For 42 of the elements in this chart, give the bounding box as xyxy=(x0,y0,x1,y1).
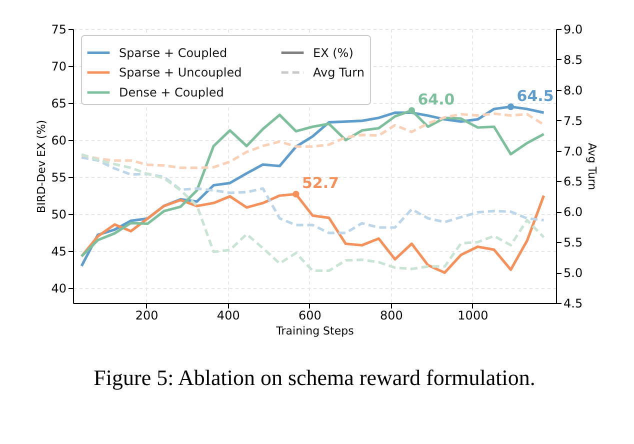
x-tick-label: 200 xyxy=(135,308,158,322)
x-axis-title: Training Steps xyxy=(275,324,354,338)
y2-tick-label: 9.0 xyxy=(564,22,583,36)
legend-label: Dense + Coupled xyxy=(119,86,224,100)
annotation: 52.7 xyxy=(302,174,339,192)
caption: Figure 5: Ablation on schema reward formulation. xyxy=(94,365,536,390)
annotation: 64.5 xyxy=(516,86,554,105)
y2-tick-label: 7.0 xyxy=(564,144,583,158)
y2-tick-label: 7.5 xyxy=(564,114,583,128)
x-tick-label: 800 xyxy=(380,308,403,322)
y-tick-label: 50 xyxy=(51,208,66,222)
legend-label: Avg Turn xyxy=(313,66,364,80)
x-tick-label: 1000 xyxy=(458,308,488,322)
legend-label: EX (%) xyxy=(313,46,354,60)
y-tick-label: 55 xyxy=(51,170,66,185)
line-series xyxy=(80,156,546,234)
y2-tick-label: 5.5 xyxy=(564,236,583,250)
point xyxy=(507,103,514,110)
y2-tick-label: 8.5 xyxy=(564,52,583,67)
y-axis-title: BIRD-Dev EX (%) xyxy=(35,120,48,214)
line-series xyxy=(80,153,546,272)
y2-tick-label: 6.0 xyxy=(564,205,583,220)
x-tick-label: 400 xyxy=(216,308,240,322)
line-series xyxy=(80,112,546,170)
legend-label: Sparse + Uncoupled xyxy=(119,66,242,80)
line-series xyxy=(80,190,546,274)
y2-tick-label: 8.0 xyxy=(564,83,583,98)
y-tick-label: 65 xyxy=(51,96,66,111)
y-tick-label: 40 xyxy=(51,282,66,296)
legend-label: Sparse + Coupled xyxy=(119,46,228,60)
y-tick-label: 70 xyxy=(51,60,66,74)
annotation: 64.0 xyxy=(418,90,455,108)
y2-tick-label: 4.5 xyxy=(564,296,583,310)
point xyxy=(408,107,416,114)
y-tick-label: 60 xyxy=(51,134,66,148)
y2-tick-label: 6.5 xyxy=(564,174,583,189)
x-tick-label: 600 xyxy=(298,308,322,322)
point xyxy=(292,190,300,198)
y2-axis-title: Avg Turn xyxy=(586,142,599,190)
y2-tick-label: 5.0 xyxy=(564,266,583,280)
y-tick-label: 45 xyxy=(51,244,66,259)
y-tick-label: 75 xyxy=(51,22,66,36)
